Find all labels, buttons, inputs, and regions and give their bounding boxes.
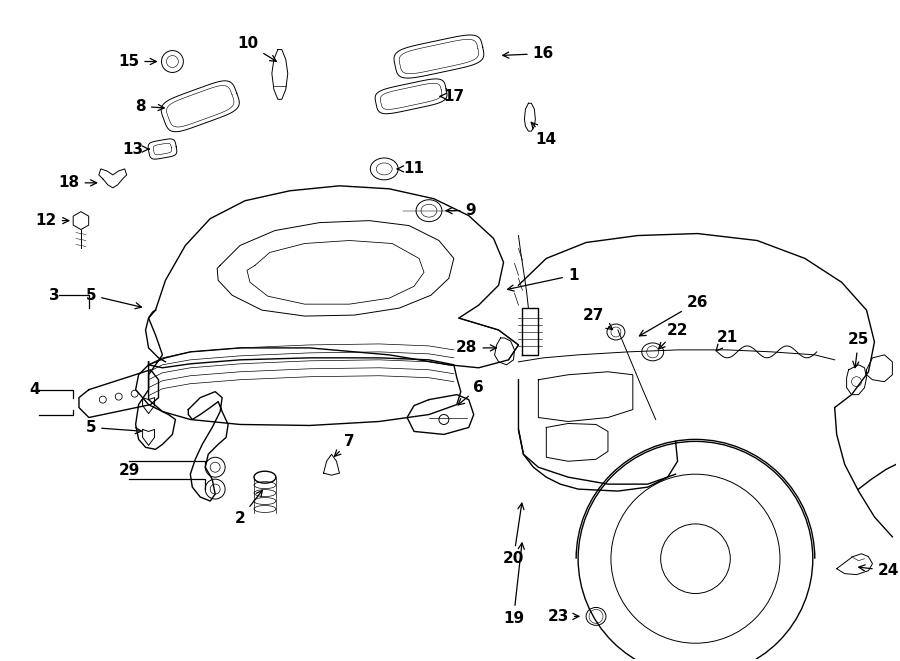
Text: 25: 25 (848, 332, 869, 368)
Text: 4: 4 (29, 382, 40, 397)
Text: 14: 14 (531, 122, 557, 147)
Text: 21: 21 (716, 330, 738, 351)
Text: 12: 12 (35, 213, 68, 228)
Text: 28: 28 (456, 340, 497, 356)
Text: 6: 6 (458, 380, 484, 405)
Text: 11: 11 (398, 161, 425, 176)
Text: 5: 5 (86, 288, 141, 309)
Text: 16: 16 (503, 46, 554, 61)
Text: 7: 7 (335, 434, 355, 456)
Text: 24: 24 (859, 563, 899, 578)
Text: 5: 5 (86, 420, 141, 435)
Text: 18: 18 (58, 175, 96, 190)
Text: 20: 20 (503, 503, 524, 566)
Text: 1: 1 (508, 268, 579, 291)
Text: 17: 17 (440, 89, 464, 104)
Text: 9: 9 (446, 203, 476, 218)
Text: 8: 8 (135, 98, 165, 114)
Text: 22: 22 (659, 323, 688, 349)
Text: 23: 23 (547, 609, 579, 624)
Text: 3: 3 (50, 288, 59, 303)
Text: 13: 13 (122, 141, 148, 157)
Text: 15: 15 (118, 54, 157, 69)
Text: 19: 19 (503, 543, 525, 626)
Text: 27: 27 (582, 307, 613, 330)
Text: 2: 2 (235, 490, 262, 526)
Text: 10: 10 (238, 36, 276, 61)
Text: 29: 29 (119, 463, 140, 478)
Text: 26: 26 (639, 295, 708, 336)
